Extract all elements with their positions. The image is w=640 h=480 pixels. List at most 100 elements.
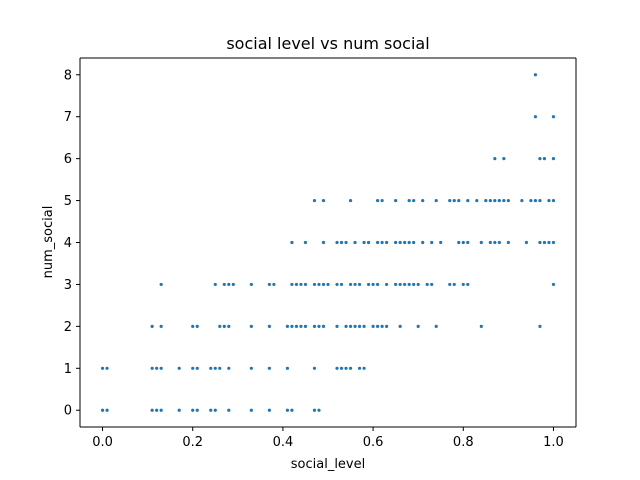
data-point [434,324,438,328]
data-point [542,157,547,161]
data-point [394,198,398,203]
data-point [416,324,420,328]
data-point [398,240,402,245]
data-point [376,324,380,328]
data-point [398,324,402,328]
data-point [150,408,154,412]
data-point [105,408,109,412]
axes-frame [79,57,577,428]
data-point [407,282,411,287]
data-point [448,198,452,203]
data-point [380,324,384,328]
data-point [502,157,506,161]
data-point [407,198,411,203]
x-axis-label: social_level [291,457,365,472]
y-tick-label: 3 [64,278,72,293]
data-point [290,240,294,245]
data-point [551,157,556,161]
data-point [312,198,317,203]
data-point [524,240,529,245]
data-point [551,115,556,119]
data-point [177,408,181,412]
data-point [385,240,389,245]
data-point [191,366,195,370]
data-point [267,324,271,328]
data-point [430,240,434,245]
data-point [497,240,501,245]
data-point [430,282,434,287]
data-point [394,240,398,245]
data-point [357,282,362,287]
data-point [290,408,294,412]
y-tick-label: 2 [64,320,72,335]
data-point [344,240,348,245]
y-tick-label: 0 [64,404,72,419]
data-point [150,366,154,370]
data-point [222,282,226,287]
data-point [227,408,231,412]
x-axis-ticks: 0.0 0.2 0.4 0.6 0.8 1.0 [92,427,564,450]
data-point [484,198,488,203]
data-point [150,324,154,328]
data-point [290,324,294,328]
data-point [177,366,181,370]
y-tick-label: 4 [64,236,72,251]
data-point [421,198,425,203]
data-point [299,282,303,287]
data-point [538,240,542,245]
data-point [213,408,217,412]
data-point [452,282,456,287]
data-point [317,324,321,328]
data-point [538,157,542,161]
data-point [421,240,425,245]
data-point [533,115,538,119]
data-point [321,198,326,203]
data-point [412,282,416,287]
y-tick-label: 6 [64,152,72,167]
data-point [267,282,271,287]
data-point [394,282,398,287]
data-point [335,366,339,370]
data-point [466,240,470,245]
data-point [303,324,308,328]
data-point [159,282,163,287]
data-point [100,366,105,370]
data-point [317,282,321,287]
data-point [457,198,461,203]
data-point [452,198,456,203]
data-point [488,198,492,203]
data-point [457,240,461,245]
data-point [493,157,497,161]
data-point [294,324,299,328]
data-point [533,198,538,203]
data-point [100,408,105,412]
data-point [159,366,163,370]
data-point [520,198,524,203]
data-point [195,324,199,328]
x-tick-label: 1.0 [543,435,564,450]
data-point [303,282,308,287]
data-point [335,240,339,245]
data-point [493,240,497,245]
data-point [312,408,317,412]
data-point [344,366,348,370]
data-point [344,324,348,328]
data-point [425,282,429,287]
data-point [357,366,362,370]
data-point [542,240,547,245]
data-point [209,366,213,370]
y-tick-label: 5 [64,194,72,209]
x-tick-label: 0.6 [363,435,384,450]
data-point [412,240,416,245]
data-point [335,282,339,287]
data-point [191,408,195,412]
data-point [551,240,556,245]
data-point [267,366,271,370]
data-point [466,198,470,203]
data-point [506,240,510,245]
data-point [290,282,294,287]
data-point [191,324,195,328]
data-point [362,324,366,328]
data-point [475,198,479,203]
